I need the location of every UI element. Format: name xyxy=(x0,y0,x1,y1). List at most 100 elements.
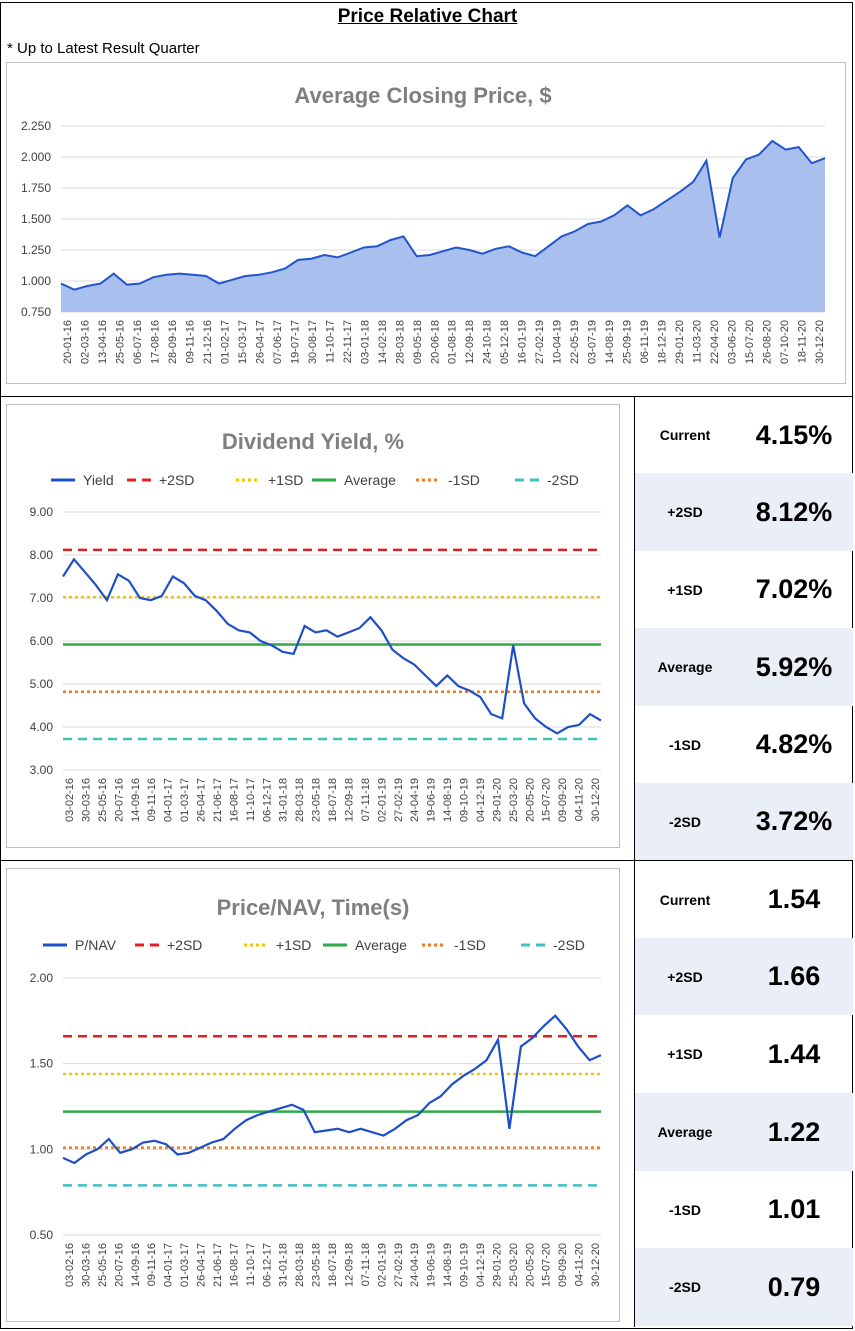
x-tick-label: 22-04-20 xyxy=(709,320,721,364)
stat-value: 8.12% xyxy=(755,496,833,527)
x-tick-label: 16-08-17 xyxy=(228,1243,240,1287)
stat-label: -1SD xyxy=(669,1201,701,1218)
legend-label: -1SD xyxy=(448,472,480,488)
x-tick-label: 02-01-19 xyxy=(376,778,388,822)
stat-label: Current xyxy=(659,891,711,908)
x-tick-label: 25-03-20 xyxy=(508,1243,520,1287)
y-tick-label: 3.00 xyxy=(30,763,54,777)
x-tick-label: 24-04-19 xyxy=(409,778,421,822)
x-tick-label: 03-07-19 xyxy=(587,320,599,364)
x-tick-label: 25-03-20 xyxy=(508,778,520,822)
x-tick-label: 30-12-20 xyxy=(590,778,602,822)
x-tick-label: 24-04-19 xyxy=(409,1243,421,1287)
legend-label: -1SD xyxy=(454,937,486,953)
x-tick-label: 07-11-18 xyxy=(360,1243,372,1286)
yield-chart: Dividend Yield, % 3.00 4.00 5.00 6.00 7.00 8.0… xyxy=(30,429,602,822)
x-tick-label: 06-11-19 xyxy=(639,320,651,363)
chart-title: Price/NAV, Time(s) xyxy=(217,895,410,920)
stat-value: 4.82% xyxy=(755,729,833,759)
chart-title: Average Closing Price, $ xyxy=(294,83,551,108)
pnav-chart: Price/NAV, Time(s) 0.50 1.00 1.50 2.00 03-02-… xyxy=(30,895,602,1287)
x-tick-label: 20-07-16 xyxy=(113,778,125,822)
x-tick-label: 18-11-20 xyxy=(797,320,809,363)
legend-label: +1SD xyxy=(268,472,303,488)
x-tick-label: 15-07-20 xyxy=(744,320,756,364)
y-tick-label: 1.50 xyxy=(30,1057,54,1071)
x-tick-label: 27-02-19 xyxy=(534,320,546,364)
x-tick-label: 18-07-18 xyxy=(327,778,339,822)
x-tick-label: 11-10-17 xyxy=(324,320,336,363)
x-tick-label: 30-12-20 xyxy=(814,320,826,364)
x-tick-label: 15-07-20 xyxy=(541,778,553,822)
x-tick-label: 14-09-16 xyxy=(130,778,142,822)
stat-value: 0.79 xyxy=(767,1271,821,1302)
x-tick-label: 20-05-20 xyxy=(524,1243,536,1287)
y-tick-label: 7.00 xyxy=(30,591,54,605)
x-tick-label: 26-04-17 xyxy=(196,1243,208,1287)
x-tick-label: 02-01-19 xyxy=(376,1243,388,1287)
x-tick-label: 25-05-16 xyxy=(97,778,109,822)
stat-value: 1.54 xyxy=(767,884,821,914)
x-tick-label: 26-04-17 xyxy=(196,778,208,822)
x-tick-label: 14-08-19 xyxy=(442,778,454,822)
series-line xyxy=(62,1014,602,1165)
pnav-chart-panel: Price/NAV, Time(s) 0.50 1.00 1.50 2.00 03-02-… xyxy=(6,868,620,1322)
x-tick-label: 16-01-19 xyxy=(517,320,529,364)
x-tick-label: 28-03-18 xyxy=(294,1243,306,1287)
pnav-stats-table: Current 1.54 +2SD 1.66 +1SD 1.44 Average… xyxy=(634,861,853,1327)
x-tick-label: 25-05-16 xyxy=(97,1243,109,1287)
y-tick-label: 1.00 xyxy=(30,1142,54,1156)
stat-label: Average xyxy=(657,1124,713,1140)
x-tick-label: 09-11-16 xyxy=(184,320,196,363)
legend-label: P/NAV xyxy=(75,937,117,953)
x-tick-label: 30-12-20 xyxy=(590,1243,602,1287)
legend-label: +2SD xyxy=(159,472,194,488)
stat-row-plus1sd: +1SD 7.02% xyxy=(635,551,853,628)
x-tick-label: 19-06-19 xyxy=(426,1243,438,1287)
stat-row-current: Current 1.54 xyxy=(635,861,853,938)
x-tick-label: 30-08-17 xyxy=(307,320,319,364)
y-tick-label: 1.000 xyxy=(21,274,51,288)
legend-label: Average xyxy=(355,937,407,953)
y-tick-label: 1.750 xyxy=(21,181,51,195)
price-line xyxy=(60,139,826,291)
stat-row-current: Current 4.15% xyxy=(635,397,853,473)
stat-label: +2SD xyxy=(667,968,703,985)
x-tick-label: 20-05-20 xyxy=(524,778,536,822)
x-tick-label: 25-05-16 xyxy=(114,320,126,364)
x-tick-label: 11-10-17 xyxy=(245,778,257,821)
divider xyxy=(0,396,853,397)
x-tick-label: 11-03-20 xyxy=(692,320,704,363)
x-tick-label: 28-09-16 xyxy=(167,320,179,364)
x-tick-label: 01-03-17 xyxy=(179,1243,191,1287)
stat-label: Current xyxy=(659,427,711,443)
x-tick-label: 05-12-18 xyxy=(499,320,511,364)
x-tick-label: 11-10-17 xyxy=(245,1243,257,1286)
stat-label: +2SD xyxy=(667,504,703,520)
x-tick-label: 04-12-19 xyxy=(475,778,487,822)
x-tick-label: 07-06-17 xyxy=(272,320,284,364)
x-tick-label: 12-09-18 xyxy=(343,778,355,822)
x-tick-label: 09-10-19 xyxy=(459,1243,471,1287)
x-tick-label: 07-10-20 xyxy=(779,320,791,364)
y-tick-label: 2.000 xyxy=(21,150,51,164)
x-tick-label: 12-09-18 xyxy=(343,1243,355,1287)
stat-value: 1.44 xyxy=(767,1038,821,1069)
x-tick-label: 30-03-16 xyxy=(80,778,92,822)
stat-label: -2SD xyxy=(669,1279,701,1295)
x-tick-label: 04-01-17 xyxy=(163,1243,175,1287)
legend-label: -2SD xyxy=(553,937,585,953)
x-tick-label: 16-08-17 xyxy=(228,778,240,822)
x-tick-label: 15-03-17 xyxy=(237,320,249,364)
price-chart-panel: Average Closing Price, $ 0.750 1.000 1.250 1… xyxy=(6,62,846,384)
x-tick-label: 10-04-19 xyxy=(552,320,564,364)
x-tick-label: 21-12-16 xyxy=(202,320,214,364)
x-tick-label: 02-03-16 xyxy=(79,320,91,364)
divider xyxy=(0,860,853,861)
x-tick-label: 23-05-18 xyxy=(311,778,323,822)
x-tick-label: 06-07-16 xyxy=(132,320,144,364)
y-tick-label: 9.00 xyxy=(30,505,54,519)
x-tick-label: 09-05-18 xyxy=(412,320,424,364)
x-tick-label: 01-02-17 xyxy=(219,320,231,364)
x-tick-label: 04-01-17 xyxy=(163,778,175,822)
